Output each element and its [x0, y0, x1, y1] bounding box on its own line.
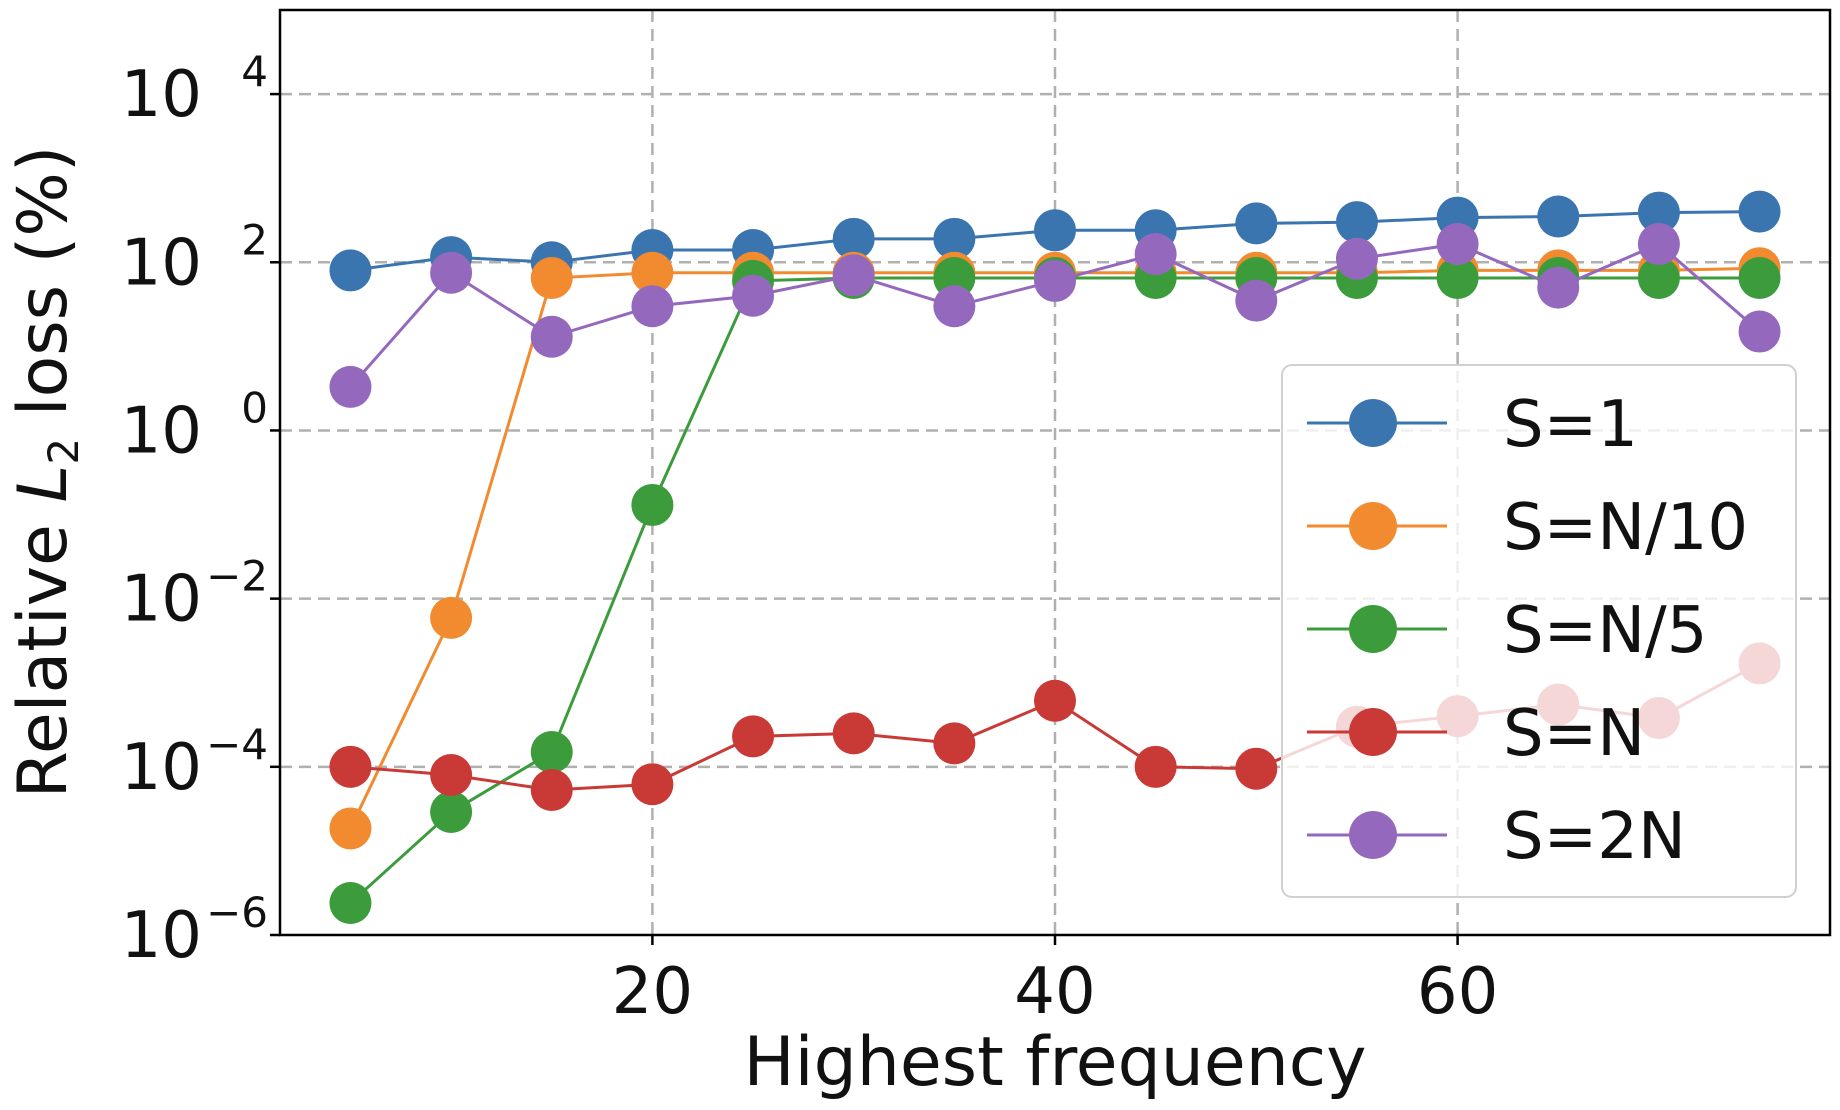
- y-axis-title: Relative L2 loss (%): [4, 146, 88, 799]
- data-point: [329, 249, 372, 292]
- data-point: [1537, 266, 1580, 309]
- legend-marker: [1349, 605, 1397, 653]
- data-point: [329, 745, 372, 788]
- data-point: [1034, 259, 1076, 302]
- legend-label: S=N: [1503, 697, 1645, 771]
- data-point: [430, 753, 473, 796]
- data-point: [1034, 679, 1076, 722]
- x-tick-label: 60: [1417, 955, 1498, 1029]
- y-tick-label: 10−2: [121, 552, 268, 637]
- legend-item: S=N: [1307, 697, 1645, 771]
- data-point: [530, 257, 573, 300]
- y-tick-label: 10 0: [121, 383, 268, 468]
- data-point: [732, 274, 775, 317]
- legend-label: S=N/5: [1503, 594, 1707, 668]
- x-tick-label: 40: [1014, 955, 1095, 1029]
- legend-item: S=N/5: [1307, 594, 1707, 668]
- y-tick-label: 10 4: [121, 47, 268, 132]
- data-point: [1637, 191, 1680, 234]
- data-point: [329, 882, 372, 925]
- legend-label: S=2N: [1503, 800, 1686, 874]
- y-tick-label: 10−4: [121, 720, 268, 805]
- data-point: [1738, 190, 1781, 233]
- x-axis-title: Highest frequency: [744, 1023, 1367, 1102]
- data-point: [1436, 222, 1479, 265]
- data-point: [530, 769, 573, 811]
- legend-item: S=N/10: [1307, 491, 1748, 565]
- data-point: [430, 791, 473, 834]
- data-point: [1436, 257, 1479, 300]
- legend-box: [1281, 364, 1797, 898]
- data-point: [832, 217, 875, 260]
- data-point: [1235, 202, 1278, 245]
- data-point: [933, 722, 976, 765]
- data-point: [430, 596, 473, 639]
- y-tick-label: 10−6: [121, 888, 268, 973]
- data-point: [1235, 747, 1278, 790]
- data-point: [329, 807, 372, 850]
- legend-label: S=N/10: [1503, 491, 1748, 565]
- data-point: [631, 763, 674, 806]
- data-point: [631, 483, 674, 526]
- data-point: [1235, 279, 1278, 322]
- legend-item: S=1: [1307, 388, 1638, 462]
- data-point: [430, 251, 473, 294]
- legend-marker: [1349, 811, 1397, 859]
- data-point: [1637, 257, 1680, 300]
- legend-label: S=1: [1503, 388, 1638, 462]
- data-point: [1134, 233, 1177, 276]
- data-point: [1335, 201, 1378, 244]
- data-point: [732, 715, 775, 758]
- data-point: [1738, 257, 1781, 300]
- data-point: [329, 365, 372, 408]
- data-point: [1637, 222, 1680, 265]
- x-tick-label: 20: [612, 955, 693, 1029]
- data-point: [832, 254, 875, 297]
- data-point: [1537, 195, 1580, 238]
- data-point: [530, 315, 573, 358]
- data-point: [933, 285, 976, 328]
- data-point: [933, 217, 976, 260]
- legend-item: S=2N: [1307, 800, 1686, 874]
- data-point: [1335, 237, 1378, 280]
- data-point: [1738, 310, 1781, 353]
- legend-marker: [1349, 399, 1397, 447]
- series-s-2n: [329, 222, 1781, 408]
- legend-marker: [1349, 502, 1397, 550]
- data-point: [631, 285, 674, 328]
- data-point: [832, 712, 875, 755]
- legend: S=1 S=N/10 S=N/5 S=N S=2N: [1281, 364, 1797, 898]
- y-tick-label: 10 2: [121, 215, 268, 300]
- data-point: [631, 251, 674, 294]
- data-point: [1034, 209, 1076, 252]
- data-point: [1134, 745, 1177, 788]
- legend-marker: [1349, 708, 1397, 756]
- data-point: [530, 731, 573, 774]
